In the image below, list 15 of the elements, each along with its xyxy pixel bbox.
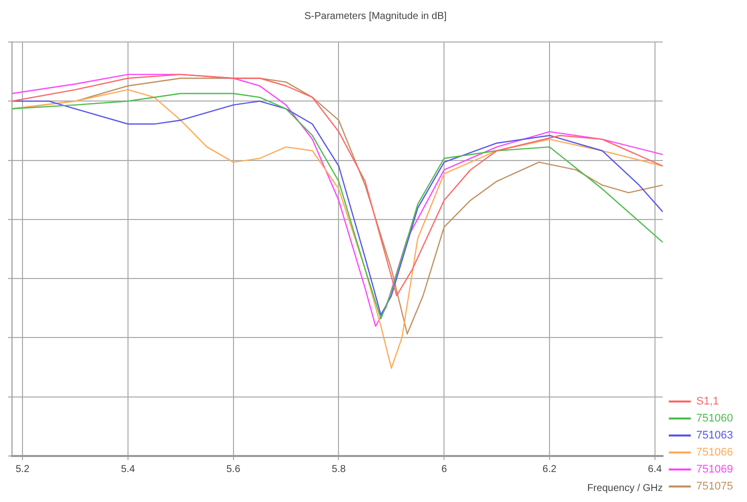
x-tick-label: 5.8 xyxy=(332,464,346,475)
x-tick-label: 5.6 xyxy=(226,464,241,475)
chart-title: S-Parameters [Magnitude in dB] xyxy=(304,10,447,22)
x-axis-title: Frequency / GHz xyxy=(587,482,663,494)
legend-label: 751075 xyxy=(696,480,734,493)
legend-label: 751060 xyxy=(696,412,734,425)
x-tick-label: 6.4 xyxy=(648,464,662,475)
legend-label: 751066 xyxy=(696,446,734,459)
legend-label: 751069 xyxy=(696,464,734,476)
legend-label: 751063 xyxy=(696,430,734,442)
x-tick-label: 5.2 xyxy=(16,464,30,475)
x-tick-label: 5.4 xyxy=(120,464,136,475)
x-tick-label: 6.2 xyxy=(542,464,557,475)
legend-label: S1,1 xyxy=(696,396,719,408)
x-tick-label: 6 xyxy=(441,464,448,475)
